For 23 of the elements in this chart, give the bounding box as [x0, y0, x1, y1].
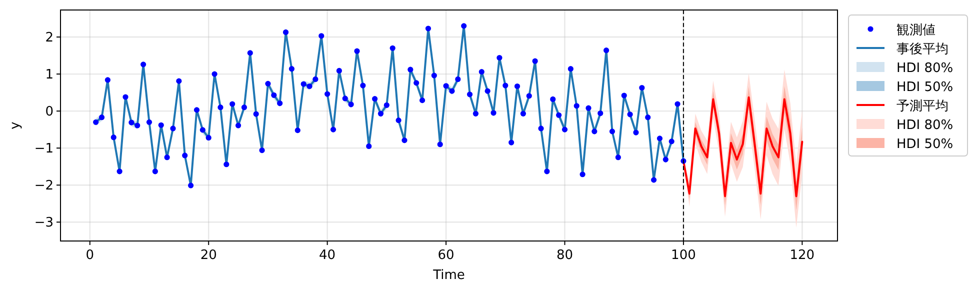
legend-label: HDI 80% [896, 118, 954, 133]
y-tick-label: −1 [34, 142, 54, 157]
x-tick-label: 120 [790, 248, 815, 263]
y-tick-label: 0 [45, 104, 54, 120]
legend-label: HDI 80% [896, 61, 954, 76]
x-tick-label: 100 [671, 248, 696, 263]
legend-label: 事後平均 [896, 42, 948, 57]
y-tick-label: 2 [45, 30, 54, 46]
legend-label: HDI 50% [896, 137, 954, 152]
line-series [682, 96, 804, 198]
x-tick-label: 20 [200, 248, 217, 263]
x-tick-label: 60 [438, 248, 454, 263]
x-tick-label: 0 [86, 248, 94, 263]
legend-label: HDI 50% [896, 80, 954, 95]
legend-label: 観測値 [896, 23, 936, 38]
x-tick-label: 40 [319, 248, 336, 263]
y-tick-label: −3 [34, 216, 54, 231]
x-tick-label: 80 [556, 248, 574, 263]
x-axis-title: Time [432, 268, 465, 283]
y-tick-label: −2 [34, 178, 54, 194]
legend-label: 予測平均 [896, 99, 948, 114]
y-axis-title: y [8, 121, 23, 130]
y-tick-label: 1 [45, 68, 54, 83]
